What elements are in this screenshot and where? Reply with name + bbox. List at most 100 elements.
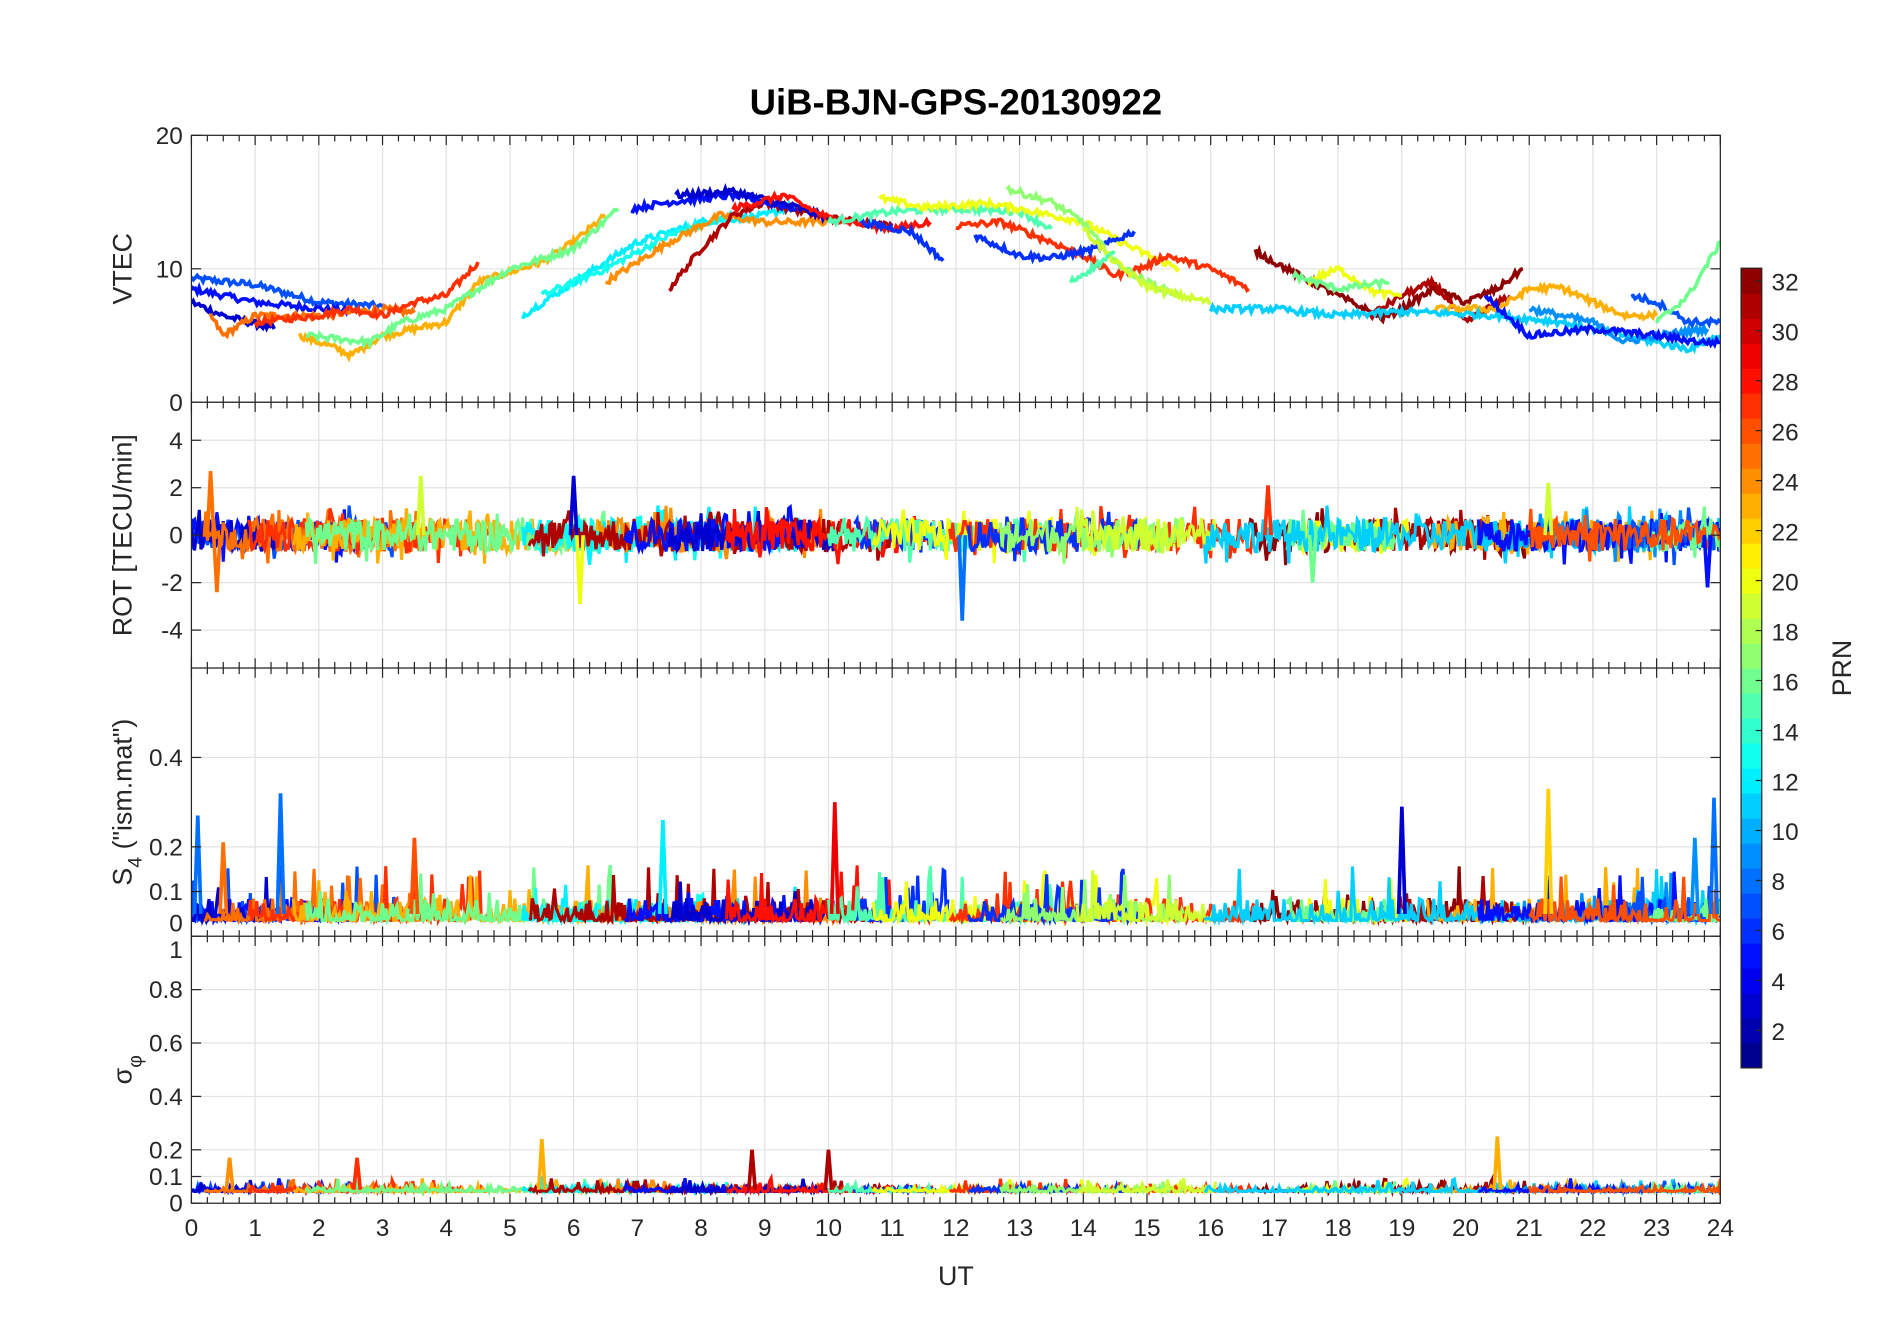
x-tick-label: 14 (1070, 1215, 1097, 1242)
rot-spike (1307, 535, 1318, 583)
rot-spike (211, 535, 222, 593)
sigma-spike (747, 1149, 758, 1190)
vtec-line-prn-28 (731, 190, 932, 235)
s4-spike (829, 802, 840, 914)
vtec-line-prn-16 (1654, 240, 1721, 324)
panel-s4: 00.10.20.4S4 ("ism.mat") (108, 667, 1721, 937)
s4-spike (409, 837, 420, 915)
y-tick-label: 0 (169, 523, 183, 550)
panel-vtec: 0 10 20 VTEC (108, 123, 1721, 417)
y-tick-label: -4 (161, 618, 183, 645)
colorbar-segment (1741, 867, 1762, 894)
x-tick-label: 12 (942, 1215, 969, 1242)
colorbar-tick-label: 6 (1772, 919, 1786, 946)
y-tick-label: 0.1 (149, 879, 183, 906)
y-axis-label-main: VTEC (108, 233, 138, 305)
colorbar-tick-label: 30 (1772, 319, 1799, 346)
y-axis-label-rot: ROT [TECU/min] (108, 434, 138, 636)
vtec-line-prn-7 (191, 272, 384, 313)
y-tick-label: 0.2 (149, 1137, 183, 1164)
x-tick-label: 24 (1707, 1215, 1734, 1242)
x-tick-label: 19 (1388, 1215, 1415, 1242)
colorbar-segment (1741, 368, 1762, 394)
s4-spike (1689, 837, 1700, 915)
colorbar-segment (1741, 618, 1762, 644)
colorbar-tick-label: 2 (1772, 1019, 1786, 1046)
s4-line-prn-25 (203, 868, 423, 926)
colorbar-segment (1741, 443, 1762, 469)
y-tick-label: -2 (161, 570, 183, 597)
y-tick-label: 1 (169, 937, 183, 964)
y-axis-label-main: ROT [TECU/min] (108, 434, 138, 636)
s4-line-prn-19 (1075, 870, 1217, 927)
y-axis-label-main: σ (108, 1067, 138, 1084)
y-tick-label: 10 (156, 256, 183, 283)
colorbar-segment (1741, 892, 1762, 919)
x-tick-label: 18 (1325, 1215, 1352, 1242)
colorbar-tick-label: 12 (1772, 769, 1799, 796)
vtec-line-prn-16 (306, 207, 620, 350)
colorbar-segment (1741, 743, 1762, 769)
vtec-line-prn-27 (955, 217, 1251, 294)
colorbar-segment (1741, 543, 1762, 569)
colorbar-segment (1741, 643, 1762, 669)
vtec-line-prn-20 (878, 193, 1180, 273)
colorbar-segment (1741, 518, 1762, 544)
rot-spike (205, 470, 216, 536)
rot-spike (568, 475, 579, 536)
x-tick-label: 5 (503, 1215, 517, 1242)
s4-spike (1708, 797, 1719, 914)
vtec-line-prn-15 (1068, 250, 1116, 284)
chart-title: UiB-BJN-GPS-20130922 (750, 82, 1163, 123)
vtec-line-prn-23 (297, 213, 607, 363)
colorbar-segment (1741, 418, 1762, 444)
colorbar-segment (1741, 493, 1762, 519)
colorbar-segment (1741, 1017, 1762, 1044)
y-axis-label-vtec: VTEC (108, 233, 138, 305)
vtec-line-prn-7 (1630, 292, 1721, 329)
y-tick-label: 0.4 (149, 745, 183, 772)
colorbar-segment (1741, 967, 1762, 994)
y-tick-label: 0.1 (149, 1164, 183, 1191)
x-tick-label: 17 (1261, 1215, 1288, 1242)
y-tick-label: 0.6 (149, 1031, 183, 1058)
colorbar-segment (1741, 718, 1762, 744)
colorbar-segment (1741, 668, 1762, 694)
y-tick-label: 0.4 (149, 1084, 183, 1111)
sigma-spike (1492, 1136, 1503, 1190)
colorbar-segment (1741, 268, 1762, 294)
colorbar-label: PRN (1827, 640, 1857, 697)
colorbar-segment (1741, 468, 1762, 494)
rot-line-prn-26 (1527, 508, 1721, 562)
rot-spike (574, 535, 585, 605)
colorbar-tick-label: 22 (1772, 519, 1799, 546)
s4-spike (1543, 788, 1554, 914)
colorbar-segment (1741, 768, 1762, 794)
rot-spike (415, 475, 426, 536)
vtec-line-prn-20 (1305, 264, 1402, 302)
s4-spike (1396, 806, 1407, 914)
colorbar-tick-label: 14 (1772, 719, 1799, 746)
x-tick-label: 4 (439, 1215, 453, 1242)
y-axis-label-suffix: ("ism.mat") (108, 719, 138, 857)
colorbar-segment (1741, 293, 1762, 319)
panel-rot: -4 -2 0 2 4 ROT [TECU/min] (108, 401, 1721, 669)
sigma-line-prn-26 (1527, 1178, 1721, 1196)
x-tick-label: 22 (1579, 1215, 1606, 1242)
colorbar-tick-label: 32 (1772, 269, 1799, 296)
y-tick-label: 0 (169, 910, 183, 937)
vtec-line-prn-3 (674, 183, 830, 225)
y-axis-label-sub: 4 (124, 857, 146, 868)
x-tick-label: 21 (1516, 1215, 1543, 1242)
colorbar-tick-label: 4 (1772, 969, 1786, 996)
colorbar-tick-label: 18 (1772, 619, 1799, 646)
colorbar-segment (1741, 793, 1762, 819)
x-tick-label: 6 (567, 1215, 581, 1242)
x-tick-label: 23 (1643, 1215, 1670, 1242)
x-tick-label: 0 (185, 1215, 199, 1242)
vtec-line-prn-5 (1483, 294, 1721, 349)
sigma-spike (536, 1138, 547, 1190)
